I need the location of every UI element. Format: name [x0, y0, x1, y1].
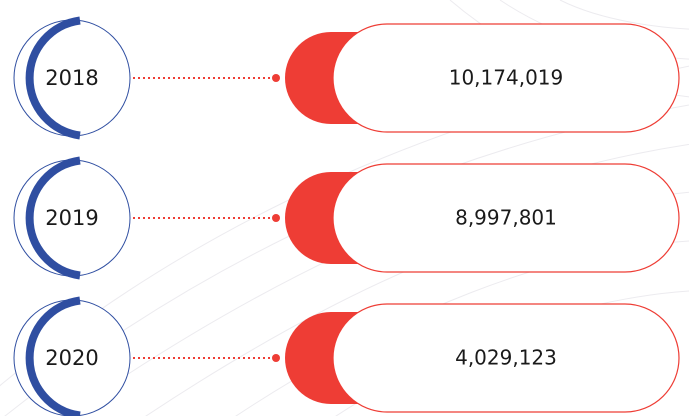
year-arc	[25, 16, 81, 140]
connector-dot	[272, 74, 280, 82]
year-label: 2020	[45, 346, 98, 370]
value-pill	[332, 23, 680, 133]
year-arc	[25, 296, 81, 416]
year-arc	[25, 156, 81, 280]
connector-dot	[272, 354, 280, 362]
value-label: 10,174,019	[449, 66, 564, 90]
value-pill	[332, 303, 680, 413]
row: 2019 8,997,801	[13, 156, 680, 280]
row: 2018 10,174,019	[13, 16, 680, 140]
value-label: 4,029,123	[455, 346, 557, 370]
row: 2020 4,029,123	[13, 296, 680, 416]
connector-dot	[272, 214, 280, 222]
value-pill	[332, 163, 680, 273]
value-label: 8,997,801	[455, 206, 557, 230]
year-label: 2019	[45, 206, 98, 230]
year-label: 2018	[45, 66, 98, 90]
